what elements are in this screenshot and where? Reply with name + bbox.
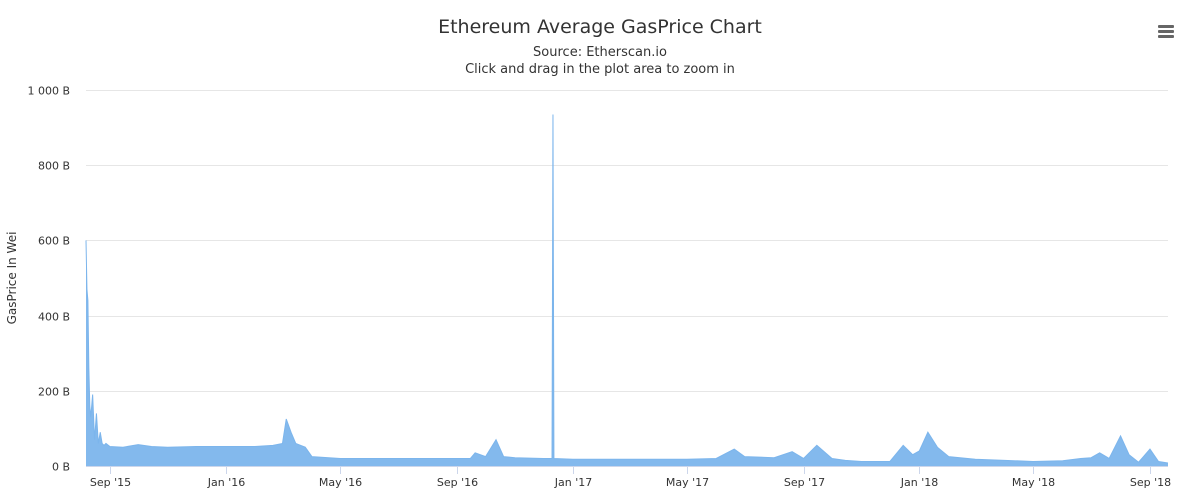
x-tick-label: Sep '15 xyxy=(90,476,131,489)
x-tick-label: May '17 xyxy=(666,476,709,489)
chart-context-menu-button[interactable] xyxy=(1154,22,1178,42)
series-line xyxy=(85,114,1169,464)
x-tick-label: May '16 xyxy=(319,476,362,489)
chart-subtitle-source: Source: Etherscan.io xyxy=(533,45,667,60)
y-tick-label: 600 B xyxy=(38,235,70,248)
hamburger-icon-bar xyxy=(1158,30,1174,33)
x-tick-label: Sep '17 xyxy=(784,476,825,489)
x-tick-label: Jan '16 xyxy=(207,476,245,489)
series-area-fill xyxy=(86,114,1168,466)
y-tick-label: 0 B xyxy=(52,461,70,474)
grid-lines xyxy=(86,90,1168,467)
chart-subtitle-zoom-hint: Click and drag in the plot area to zoom … xyxy=(465,62,735,77)
x-tick-label: Jan '18 xyxy=(900,476,938,489)
series-area[interactable] xyxy=(85,114,1169,466)
x-tick-label: May '18 xyxy=(1012,476,1055,489)
y-tick-label: 1 000 B xyxy=(27,85,70,98)
x-tick-label: Sep '16 xyxy=(437,476,478,489)
x-tick-label: Jan '17 xyxy=(554,476,592,489)
x-tick-label: Sep '18 xyxy=(1130,476,1171,489)
hamburger-icon xyxy=(1158,25,1174,28)
y-axis-title: GasPrice In Wei xyxy=(5,232,19,325)
axes: 0 B 200 B 400 B 600 B 800 B 1 000 B Sep '15 Jan… xyxy=(27,85,1171,490)
y-tick-label: 800 B xyxy=(38,160,70,173)
chart-title: Ethereum Average GasPrice Chart xyxy=(438,16,762,38)
y-tick-label: 400 B xyxy=(38,311,70,324)
y-tick-label: 200 B xyxy=(38,386,70,399)
hamburger-icon-bar xyxy=(1158,35,1174,38)
